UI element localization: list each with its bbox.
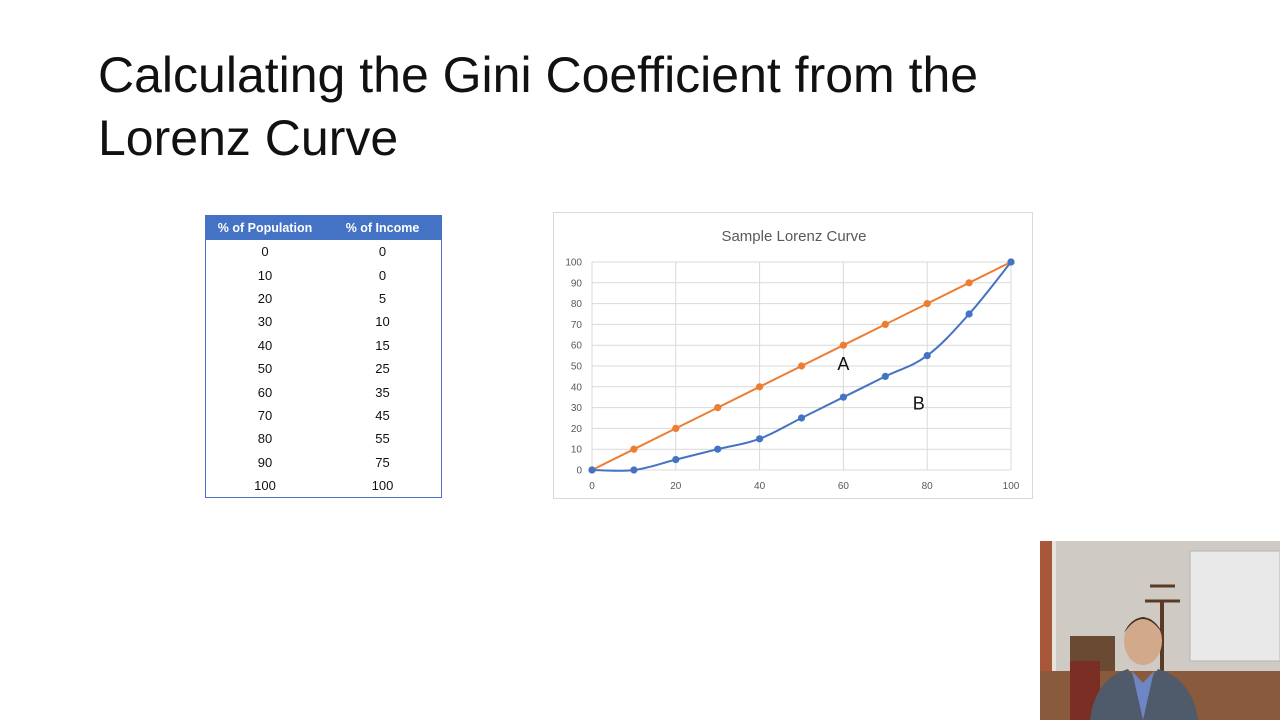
table-row: 90 75 — [206, 451, 442, 474]
data-point-0 — [756, 383, 764, 391]
data-point-0 — [797, 362, 806, 370]
y-tick-label: 20 — [571, 424, 583, 435]
header-population: % of Population — [205, 215, 324, 240]
presenter-video — [1040, 541, 1280, 720]
population-cell: 70 — [257, 407, 273, 423]
data-point-1 — [797, 414, 806, 422]
x-tick-label: 40 — [754, 481, 766, 492]
table-row: 100 100 — [206, 474, 442, 498]
data-point-1 — [881, 372, 889, 380]
data-point-1 — [965, 310, 973, 318]
table-row: 70 45 — [206, 404, 442, 427]
data-point-1 — [588, 466, 596, 474]
income-cell: 100 — [371, 478, 394, 494]
population-cell: 100 — [254, 478, 276, 494]
data-point-0 — [923, 300, 931, 308]
table-row: 60 35 — [206, 380, 442, 403]
data-point-0 — [965, 279, 973, 287]
x-tick-label: 100 — [1003, 481, 1020, 492]
x-tick-label: 80 — [922, 481, 934, 492]
x-tick-label: 20 — [670, 481, 682, 492]
income-cell: 35 — [375, 384, 390, 400]
population-cell: 0 — [261, 244, 269, 260]
header-income: % of Income — [324, 215, 442, 240]
table-row: 20 5 — [206, 287, 442, 310]
income-cell: 15 — [375, 337, 390, 353]
table-row: 50 25 — [206, 357, 442, 380]
data-point-0 — [630, 445, 638, 453]
income-cell: 45 — [375, 407, 390, 423]
data-table: % of Population % of Income 0 0 10 0 20 5 30 10… — [205, 215, 442, 499]
presenter-video-icon — [1040, 541, 1280, 720]
data-point-1 — [839, 393, 847, 401]
income-cell: 75 — [375, 454, 390, 470]
y-tick-label: 40 — [571, 382, 583, 393]
income-cell: 55 — [375, 431, 390, 447]
income-cell: 0 — [378, 244, 387, 260]
population-cell: 60 — [257, 384, 273, 400]
y-tick-label: 0 — [576, 466, 582, 477]
data-point-1 — [672, 456, 680, 464]
annotation-label: A — [837, 354, 849, 374]
chart-title: Sample Lorenz Curve — [721, 228, 866, 245]
x-tick-label: 0 — [589, 481, 595, 492]
y-tick-label: 70 — [571, 320, 583, 331]
data-point-0 — [714, 404, 722, 412]
data-point-1 — [1007, 258, 1015, 266]
y-tick-label: 60 — [571, 341, 583, 352]
data-point-0 — [672, 424, 680, 432]
income-cell: 10 — [375, 314, 390, 330]
population-cell: 90 — [257, 454, 273, 470]
y-tick-label: 80 — [571, 299, 583, 310]
population-cell: 80 — [257, 431, 273, 447]
table-row: 30 10 — [206, 310, 442, 333]
income-cell: 25 — [375, 361, 390, 377]
y-tick-label: 50 — [571, 362, 583, 373]
table-header-row: % of Population % of Income — [205, 215, 442, 240]
income-cell: 5 — [378, 290, 387, 306]
slide-title: Calculating the Gini Coefficient from th… — [98, 47, 979, 166]
y-tick-label: 100 — [565, 258, 582, 269]
data-point-1 — [756, 435, 764, 443]
population-cell: 40 — [257, 337, 273, 353]
data-point-0 — [839, 341, 847, 349]
table-row: 10 0 — [206, 263, 442, 286]
data-point-1 — [923, 352, 931, 360]
population-cell: 20 — [257, 290, 273, 306]
data-point-1 — [714, 445, 722, 453]
table-row: 40 15 — [206, 334, 442, 357]
data-point-0 — [881, 320, 889, 328]
lorenz-chart-svg: Sample Lorenz Curve 0 10 20 30 40 50 60 70 80 90 1… — [565, 228, 1020, 492]
population-cell: 10 — [257, 267, 273, 283]
table-row: 80 55 — [206, 427, 442, 450]
x-tick-label: 60 — [838, 481, 850, 492]
lorenz-chart: Sample Lorenz Curve 0 10 20 30 40 50 60 70 80 90 1… — [553, 212, 1033, 499]
income-cell: 0 — [378, 267, 387, 283]
annotation-label: B — [913, 394, 925, 414]
y-tick-label: 90 — [571, 278, 583, 289]
population-cell: 50 — [257, 361, 273, 377]
population-cell: 30 — [257, 314, 273, 330]
y-tick-label: 10 — [571, 445, 583, 456]
y-tick-label: 30 — [571, 403, 583, 414]
data-point-1 — [630, 466, 638, 474]
